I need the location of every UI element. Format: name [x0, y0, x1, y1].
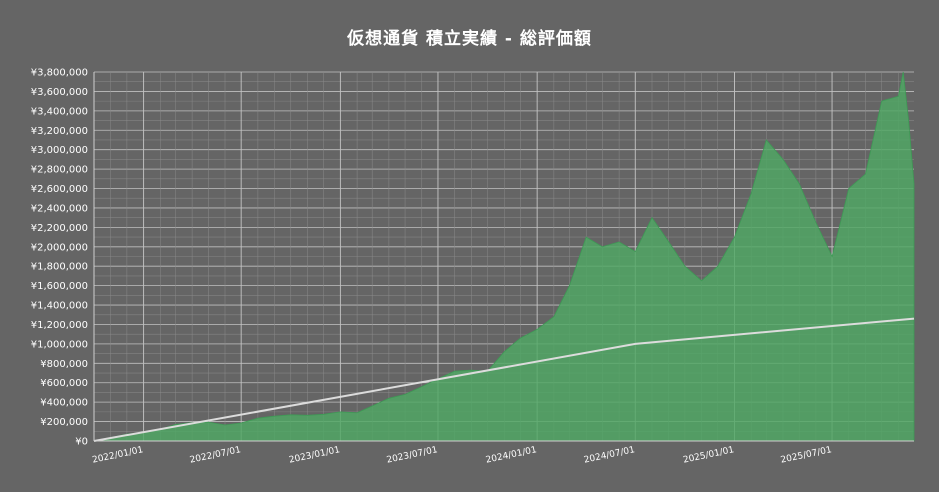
- y-tick-label: ¥1,600,000: [31, 281, 88, 292]
- x-tick-label: 2025/07/01: [780, 445, 833, 466]
- y-tick-label: ¥600,000: [40, 378, 88, 389]
- y-tick-label: ¥2,200,000: [31, 223, 88, 234]
- y-tick-label: ¥1,800,000: [31, 262, 88, 273]
- area-series-0: [93, 71, 915, 442]
- y-tick-label: ¥3,000,000: [31, 145, 88, 156]
- x-tick-label: 2023/01/01: [288, 445, 341, 466]
- chart-title: 仮想通貨 積立実績 - 総評価額: [347, 29, 592, 49]
- x-tick-label: 2025/01/01: [682, 445, 735, 466]
- y-tick-label: ¥3,600,000: [31, 87, 88, 98]
- x-tick-label: 2024/01/01: [485, 445, 538, 466]
- y-tick-label: ¥3,800,000: [31, 68, 88, 79]
- line-series-1: [93, 317, 915, 442]
- y-tick-label: ¥3,400,000: [31, 106, 88, 117]
- x-tick-label: 2024/07/01: [583, 445, 636, 466]
- y-tick-label: ¥2,000,000: [31, 242, 88, 253]
- x-tick-label: 2023/07/01: [386, 445, 439, 466]
- x-tick-label: 2022/01/01: [91, 445, 144, 466]
- x-tick-label: 2022/07/01: [189, 445, 242, 466]
- y-tick-label: ¥1,200,000: [31, 320, 88, 331]
- y-tick-label: ¥1,000,000: [31, 339, 88, 350]
- y-tick-label: ¥200,000: [40, 417, 88, 428]
- y-tick-label: ¥3,200,000: [31, 126, 88, 137]
- y-tick-label: ¥400,000: [40, 398, 88, 409]
- y-tick-label: ¥0: [75, 437, 88, 448]
- y-tick-label: ¥2,400,000: [31, 203, 88, 214]
- y-tick-label: ¥1,400,000: [31, 301, 88, 312]
- y-tick-label: ¥2,600,000: [31, 184, 88, 195]
- y-tick-label: ¥800,000: [40, 359, 88, 370]
- y-tick-label: ¥2,800,000: [31, 165, 88, 176]
